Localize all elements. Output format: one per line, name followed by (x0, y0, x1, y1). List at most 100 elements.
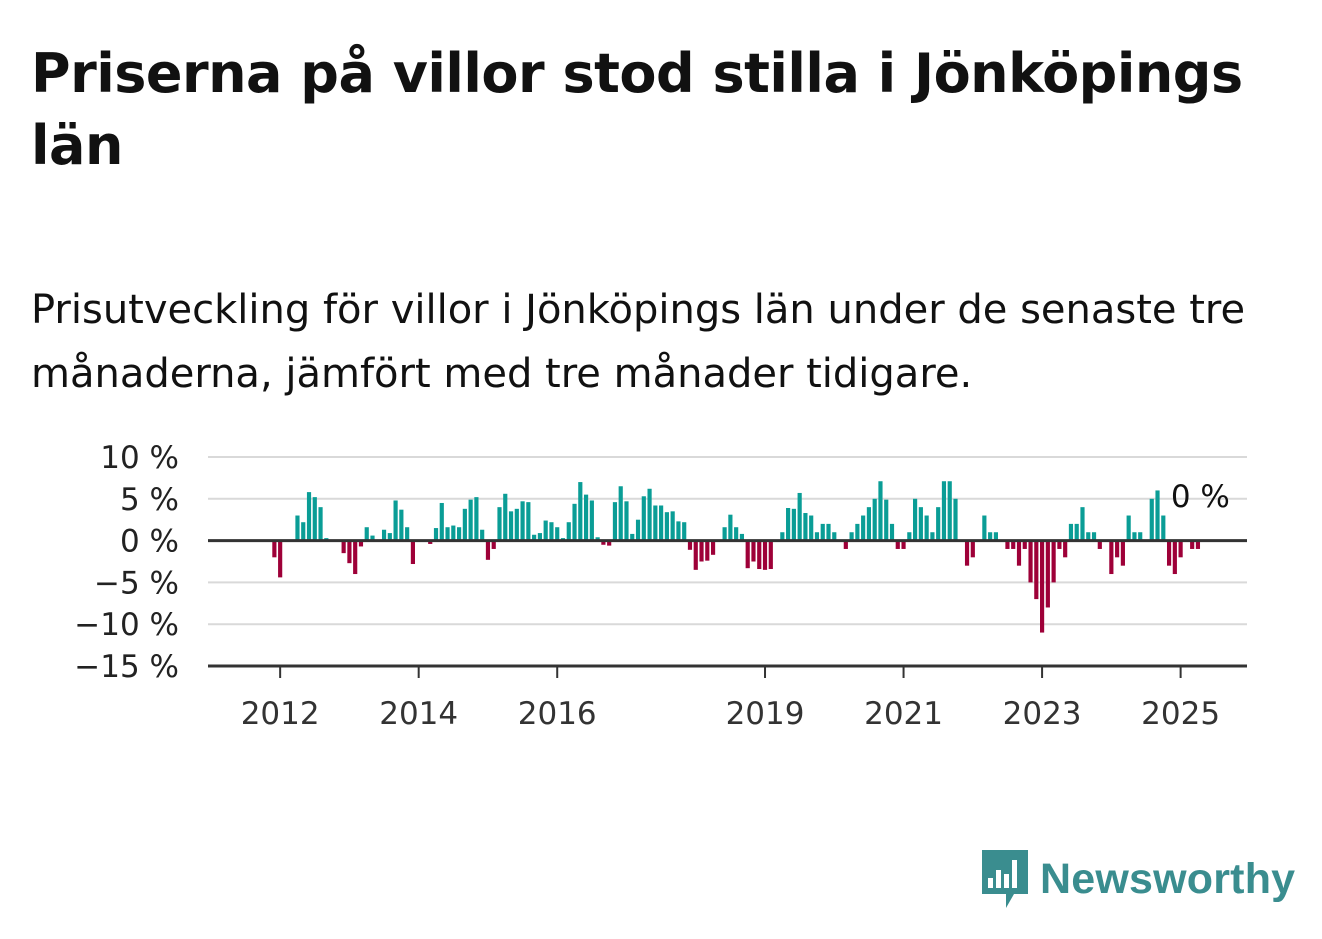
bar (1161, 515, 1166, 541)
bar (843, 540, 848, 549)
bar (272, 540, 277, 558)
bar (549, 522, 554, 541)
bar-chart-speech-bubble-icon (982, 850, 1028, 908)
bar (734, 527, 739, 541)
bar (630, 533, 635, 541)
bar (820, 523, 825, 541)
bar (878, 481, 883, 541)
bar (936, 507, 941, 541)
bar (312, 497, 317, 541)
bar (1109, 540, 1114, 575)
bar (751, 540, 756, 562)
bar (318, 507, 323, 541)
bar (682, 522, 687, 541)
bar (757, 540, 762, 570)
bar (930, 532, 935, 541)
bar-chart: 10 % 5 % 0 % −5 % −10 % −15 % 2012 2014 2016 2019… (74, 440, 1247, 732)
bar (895, 540, 900, 549)
y-tick-label: −15 % (74, 649, 179, 685)
bar (705, 540, 710, 561)
bar (520, 501, 525, 541)
bar (468, 499, 473, 541)
bar (341, 540, 346, 554)
bar (1005, 540, 1010, 549)
bar (745, 540, 750, 569)
bar (1166, 540, 1172, 566)
bar (497, 507, 502, 541)
bar (572, 503, 577, 541)
bar (849, 532, 854, 541)
bar (301, 522, 306, 541)
bar (710, 540, 716, 555)
x-tick-label: 2014 (379, 696, 458, 732)
chart-title: Priserna på villor stod stilla i Jönköpi… (31, 42, 1243, 177)
bar (393, 500, 398, 541)
bar (1115, 540, 1120, 558)
bar (1190, 540, 1195, 549)
bar (601, 540, 606, 545)
bar (491, 540, 496, 549)
bar (861, 515, 866, 541)
bar (566, 522, 571, 541)
bar (1080, 507, 1085, 541)
bar (918, 507, 923, 541)
bar (353, 540, 358, 575)
bar (607, 540, 612, 546)
y-tick-label: 0 % (120, 524, 179, 560)
bar (457, 527, 462, 541)
bar (358, 540, 364, 547)
bar (543, 520, 548, 541)
newsworthy-logo: Newsworthy (980, 846, 1295, 912)
bar (1063, 540, 1068, 558)
bars (272, 481, 1201, 633)
bar (907, 532, 912, 541)
bar (1172, 540, 1177, 575)
bar (410, 540, 415, 565)
bar (578, 482, 583, 541)
bar (1068, 523, 1074, 541)
brand-name: Newsworthy (1040, 854, 1296, 903)
bar (913, 498, 918, 541)
bar (1086, 532, 1091, 541)
bar (791, 508, 796, 541)
bar (739, 533, 745, 541)
bar (901, 540, 906, 549)
bar (1016, 540, 1022, 566)
bar (826, 523, 831, 541)
bar (872, 498, 877, 541)
bar (1028, 540, 1033, 583)
x-tick-label: 2016 (518, 696, 597, 732)
bar (474, 497, 479, 541)
bar (485, 540, 491, 560)
chart-subtitle: Prisutveckling för villor i Jönköpings l… (31, 287, 1246, 397)
bar (428, 540, 433, 544)
bar (445, 527, 450, 541)
x-tick-label: 2012 (241, 696, 320, 732)
bar (722, 527, 727, 541)
bar (295, 515, 300, 541)
bar (555, 527, 560, 541)
y-tick-label: −10 % (74, 607, 179, 643)
bar (399, 509, 404, 541)
bar (786, 508, 791, 541)
bar (641, 496, 646, 541)
bar (1022, 540, 1027, 549)
bar (664, 512, 669, 541)
bar (595, 537, 600, 541)
y-tick-label: 5 % (120, 482, 179, 518)
bar (1155, 490, 1160, 541)
bar (1051, 540, 1056, 583)
bar (278, 540, 283, 578)
bar (659, 505, 664, 541)
bar (1178, 540, 1183, 558)
bar (635, 519, 641, 541)
bar (947, 481, 952, 541)
y-tick-label: −5 % (94, 565, 179, 601)
bar (381, 529, 387, 541)
bar (1097, 540, 1102, 549)
bar (306, 492, 312, 541)
bar (832, 532, 837, 541)
bar (699, 540, 704, 562)
bar (809, 515, 814, 541)
x-tick-label: 2025 (1141, 696, 1220, 732)
